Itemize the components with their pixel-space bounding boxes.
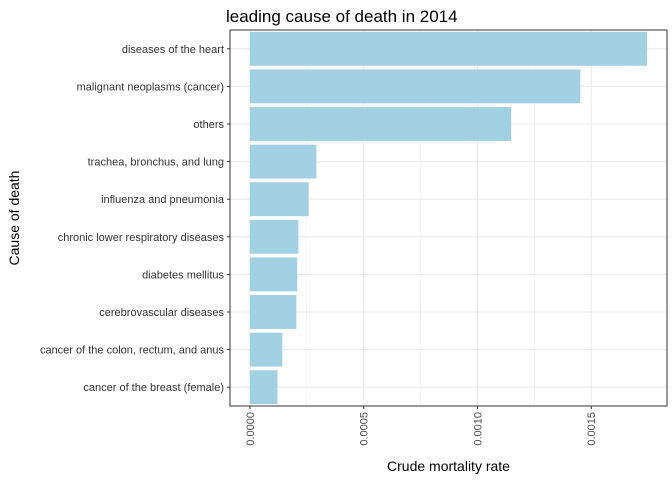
- bar-9: [249, 370, 278, 405]
- category-label-8: cancer of the colon, rectum, and anus: [40, 345, 225, 357]
- panel-border: [229, 29, 668, 407]
- category-label-6: diabetes mellitus: [142, 269, 224, 281]
- bar-0: [249, 31, 647, 66]
- category-label-0: diseases of the heart: [122, 44, 224, 56]
- category-label-7: cerebrovascular diseases: [99, 307, 224, 319]
- bar-5: [249, 219, 299, 254]
- bar-6: [249, 257, 298, 292]
- category-label-4: influenza and pneumonia: [101, 194, 225, 206]
- category-label-3: trachea, bronchus, and lung: [88, 157, 224, 169]
- chart-title: leading cause of death in 2014: [226, 7, 458, 26]
- bars: [249, 31, 647, 405]
- bar-4: [249, 182, 309, 217]
- x-tick-label-0: 0.0000: [245, 412, 257, 446]
- category-label-1: malignant neoplasms (cancer): [77, 81, 224, 93]
- bar-8: [249, 332, 283, 367]
- x-axis-ticks: 0.0000 0.0005 0.0010 0.0015: [245, 406, 598, 446]
- bar-7: [249, 295, 297, 329]
- bar-3: [249, 144, 317, 179]
- x-axis-title: Crude mortality rate: [387, 458, 510, 474]
- bar-2: [249, 107, 512, 141]
- bar-1: [249, 69, 581, 104]
- category-label-2: others: [193, 119, 224, 131]
- y-axis-title: Cause of death: [6, 171, 22, 266]
- category-labels: diseases of the heart malignant neoplasms…: [40, 44, 230, 394]
- x-tick-label-1: 0.0005: [359, 412, 371, 446]
- x-tick-label-2: 0.0010: [472, 412, 484, 446]
- category-label-9: cancer of the breast (female): [83, 382, 224, 394]
- category-label-5: chronic lower respiratory diseases: [58, 232, 225, 244]
- x-tick-label-3: 0.0015: [586, 412, 598, 446]
